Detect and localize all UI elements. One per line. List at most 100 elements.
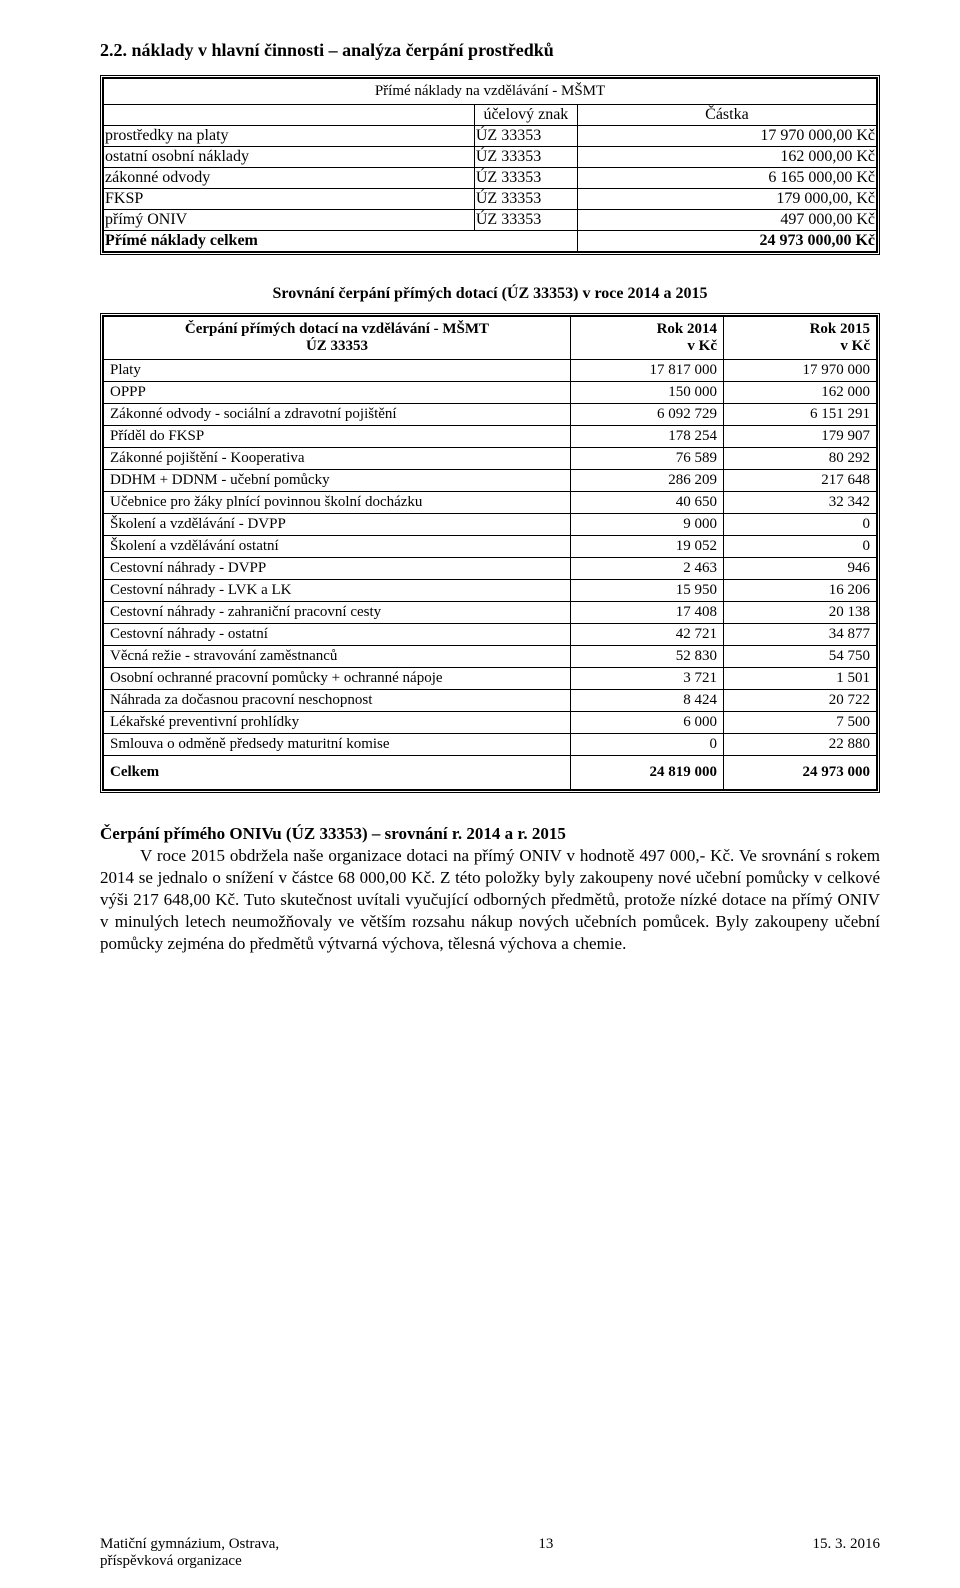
cell-2014: 6 092 729 [571, 404, 724, 426]
cell-2015: 162 000 [724, 382, 877, 404]
table-row: Zákonné odvody - sociální a zdravotní po… [104, 404, 877, 426]
cell-2014: 19 052 [571, 536, 724, 558]
table-row: přímý ONIV ÚZ 33353 497 000,00 Kč [104, 210, 877, 231]
col-uz: účelový znak [474, 105, 577, 126]
head-left-2: ÚZ 33353 [110, 338, 564, 355]
total-label: Celkem [104, 756, 571, 790]
col2015: Rok 2015 [730, 321, 870, 338]
footer-left: Matiční gymnázium, Ostrava, příspěvková … [100, 1536, 279, 1570]
cell-2014: 17 817 000 [571, 360, 724, 382]
cell-2015: 54 750 [724, 646, 877, 668]
cell-2014: 2 463 [571, 558, 724, 580]
compare-heading: Srovnání čerpání přímých dotací (ÚZ 3335… [100, 285, 880, 303]
cell-uz: ÚZ 33353 [474, 147, 577, 168]
cell-uz: ÚZ 33353 [474, 126, 577, 147]
cell-label: Smlouva o odměně předsedy maturitní komi… [104, 734, 571, 756]
footer: Matiční gymnázium, Ostrava, příspěvková … [100, 1536, 880, 1570]
empty-cell [104, 105, 475, 126]
cell-amount: 179 000,00, Kč [577, 189, 876, 210]
head-left: Čerpání přímých dotací na vzdělávání - M… [104, 317, 571, 360]
table-row: Náhrada za dočasnou pracovní neschopnost… [104, 690, 877, 712]
cell-2015: 7 500 [724, 712, 877, 734]
cell-2014: 286 209 [571, 470, 724, 492]
cell-label: OPPP [104, 382, 571, 404]
head-left-1: Čerpání přímých dotací na vzdělávání - M… [110, 321, 564, 338]
cell-2015: 34 877 [724, 624, 877, 646]
cell-label: přímý ONIV [104, 210, 475, 231]
cell-2015: 217 648 [724, 470, 877, 492]
cell-label: ostatní osobní náklady [104, 147, 475, 168]
cell-2014: 8 424 [571, 690, 724, 712]
cell-label: Příděl do FKSP [104, 426, 571, 448]
table1-title: Přímé náklady na vzdělávání - MŠMT [104, 79, 877, 105]
table-row: Věcná režie - stravování zaměstnanců52 8… [104, 646, 877, 668]
cell-2014: 9 000 [571, 514, 724, 536]
cell-label: DDHM + DDNM - učební pomůcky [104, 470, 571, 492]
cell-2015: 0 [724, 536, 877, 558]
cell-2014: 6 000 [571, 712, 724, 734]
para-body: V roce 2015 obdržela naše organizace dot… [100, 845, 880, 955]
table-compare-wrapper: Čerpání přímých dotací na vzdělávání - M… [100, 313, 880, 793]
unit-2014: v Kč [577, 338, 717, 355]
table-row: Školení a vzdělávání ostatní19 0520 [104, 536, 877, 558]
cell-label: Platy [104, 360, 571, 382]
footer-left-1: Matiční gymnázium, Ostrava, [100, 1536, 279, 1552]
table-row: Lékařské preventivní prohlídky6 0007 500 [104, 712, 877, 734]
total-2014: 24 819 000 [571, 756, 724, 790]
cell-label: Osobní ochranné pracovní pomůcky + ochra… [104, 668, 571, 690]
cell-amount: 162 000,00 Kč [577, 147, 876, 168]
cell-uz: ÚZ 33353 [474, 210, 577, 231]
table-prime: Přímé náklady na vzdělávání - MŠMT účelo… [103, 78, 877, 252]
cell-label: FKSP [104, 189, 475, 210]
cell-label: Zákonné odvody - sociální a zdravotní po… [104, 404, 571, 426]
section-heading: 2.2. náklady v hlavní činnosti – analýza… [100, 40, 880, 61]
cell-2014: 76 589 [571, 448, 724, 470]
cell-label: Náhrada za dočasnou pracovní neschopnost [104, 690, 571, 712]
cell-2015: 6 151 291 [724, 404, 877, 426]
cell-2014: 42 721 [571, 624, 724, 646]
col-amount: Částka [577, 105, 876, 126]
cell-label: Cestovní náhrady - ostatní [104, 624, 571, 646]
cell-2015: 1 501 [724, 668, 877, 690]
cell-2014: 3 721 [571, 668, 724, 690]
head-2015: Rok 2015 v Kč [724, 317, 877, 360]
cell-label: Školení a vzdělávání ostatní [104, 536, 571, 558]
cell-2015: 16 206 [724, 580, 877, 602]
cell-2015: 80 292 [724, 448, 877, 470]
cell-2014: 17 408 [571, 602, 724, 624]
table-row: DDHM + DDNM - učební pomůcky286 209217 6… [104, 470, 877, 492]
cell-label: Cestovní náhrady - zahraniční pracovní c… [104, 602, 571, 624]
cell-uz: ÚZ 33353 [474, 189, 577, 210]
para-lead: Čerpání přímého ONIVu (ÚZ 33353) – srovn… [100, 824, 566, 843]
cell-2015: 17 970 000 [724, 360, 877, 382]
cell-label: Věcná režie - stravování zaměstnanců [104, 646, 571, 668]
total-label: Přímé náklady celkem [104, 231, 578, 252]
footer-left-2: příspěvková organizace [100, 1553, 242, 1569]
table-row: prostředky na platy ÚZ 33353 17 970 000,… [104, 126, 877, 147]
footer-page: 13 [279, 1536, 812, 1570]
table-row-total: Celkem 24 819 000 24 973 000 [104, 756, 877, 790]
cell-2015: 22 880 [724, 734, 877, 756]
cell-2015: 20 138 [724, 602, 877, 624]
cell-2014: 15 950 [571, 580, 724, 602]
cell-label: Cestovní náhrady - LVK a LK [104, 580, 571, 602]
cell-2014: 40 650 [571, 492, 724, 514]
cell-label: prostředky na platy [104, 126, 475, 147]
cell-label: Školení a vzdělávání - DVPP [104, 514, 571, 536]
cell-2014: 0 [571, 734, 724, 756]
cell-2014: 178 254 [571, 426, 724, 448]
cell-2015: 946 [724, 558, 877, 580]
cell-amount: 6 165 000,00 Kč [577, 168, 876, 189]
table-row: Příděl do FKSP178 254179 907 [104, 426, 877, 448]
cell-2014: 52 830 [571, 646, 724, 668]
table-row: Cestovní náhrady - DVPP2 463946 [104, 558, 877, 580]
cell-label: zákonné odvody [104, 168, 475, 189]
cell-2015: 179 907 [724, 426, 877, 448]
unit-2015: v Kč [730, 338, 870, 355]
cell-2015: 20 722 [724, 690, 877, 712]
table-row: ostatní osobní náklady ÚZ 33353 162 000,… [104, 147, 877, 168]
table-row: Zákonné pojištění - Kooperativa76 58980 … [104, 448, 877, 470]
table-compare: Čerpání přímých dotací na vzdělávání - M… [103, 316, 877, 790]
table-row-total: Přímé náklady celkem 24 973 000,00 Kč [104, 231, 877, 252]
table-row: zákonné odvody ÚZ 33353 6 165 000,00 Kč [104, 168, 877, 189]
